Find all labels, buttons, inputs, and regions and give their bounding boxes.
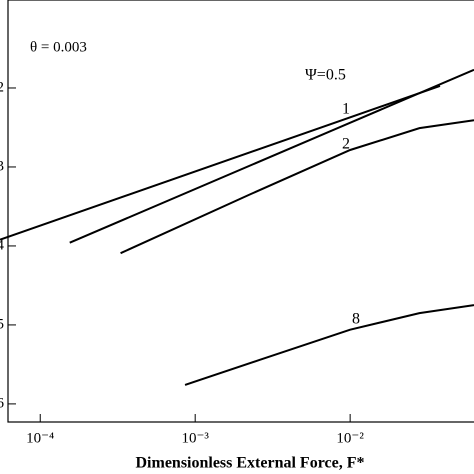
x-tick-label: 10⁻³	[181, 430, 209, 446]
series-label: Ψ=0.5	[305, 67, 346, 84]
series-line	[0, 85, 441, 241]
y-tick-label: 3	[0, 158, 4, 174]
annotation: θ = 0.003	[30, 39, 87, 55]
series-label: 1	[342, 101, 350, 118]
series-line	[120, 119, 474, 255]
series-line	[184, 304, 474, 386]
series-line	[69, 68, 474, 244]
plot-frame	[7, 0, 474, 423]
y-tick-label: 6	[0, 395, 5, 411]
x-axis-label: Dimensionless External Force, F*	[135, 455, 364, 472]
series-label: 8	[352, 311, 360, 328]
x-tick-label: 10⁻²	[336, 430, 364, 446]
y-tick-label: 2	[0, 79, 4, 95]
y-tick-label: 5	[0, 316, 4, 332]
y-tick-label: 4	[0, 237, 5, 253]
series-label: 2	[342, 136, 350, 153]
x-tick-label: 10⁻⁴	[26, 430, 54, 446]
